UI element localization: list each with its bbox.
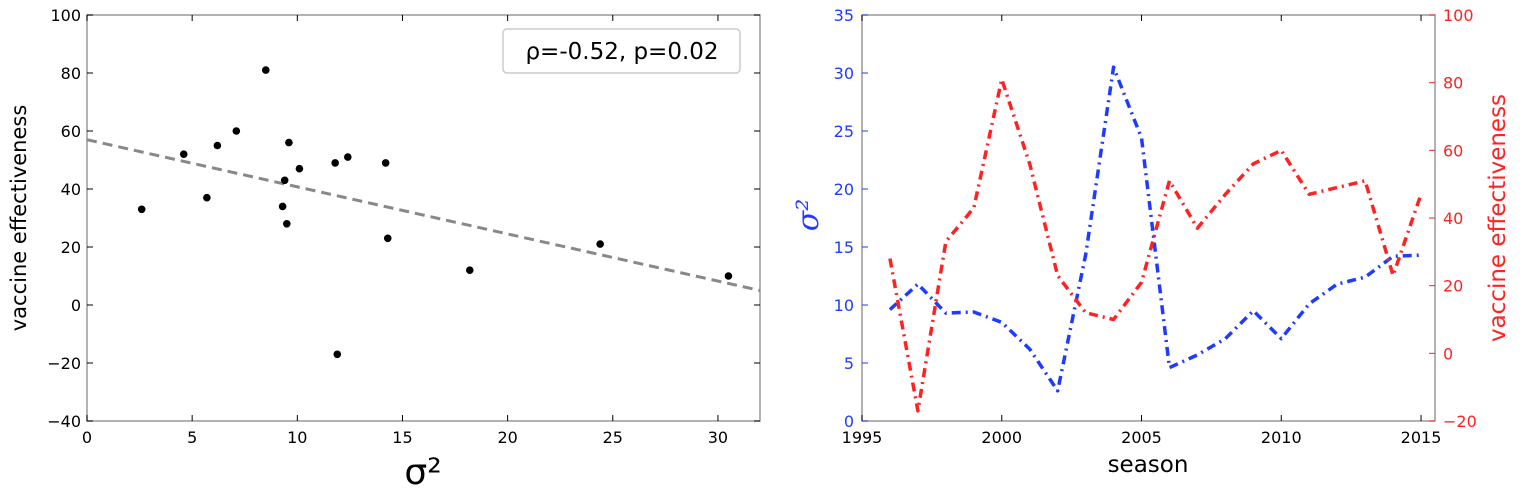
season-tick-label: 2010 [1261,428,1302,447]
right-y-tick-label: 60 [1443,141,1463,160]
scatter-point [285,138,293,147]
right-y-tick-label: 80 [1443,74,1463,93]
timeseries-right-y-axis-label: vaccine effectiveness [1485,94,1511,342]
x-tick-label: 10 [287,428,307,447]
left-y-tick-label: 30 [834,64,854,83]
scatter-point [280,176,289,185]
scatter-point [282,220,291,228]
scatter-point [278,202,287,211]
scatter-y-axis-label: vaccine effectiveness [7,105,31,332]
right-y-tick-label: 100 [1443,6,1474,25]
y-tick-label: 100 [50,6,81,25]
timeseries-right-y-ticks: −20 0 20 40 60 80 100 [1429,6,1477,431]
scatter-point [383,234,392,243]
x-tick-label: 20 [497,428,517,447]
y-tick-label: 60 [61,122,81,141]
scatter-point [232,127,241,135]
scatter-point [724,272,733,280]
left-y-tick-label: 0 [844,412,854,431]
season-tick-label: 2015 [1401,428,1442,447]
season-tick-label: 2005 [1121,428,1162,447]
left-y-tick-label: 15 [834,238,854,257]
y-tick-label: −20 [47,354,81,373]
sigma-squared-series-line [888,65,1422,393]
season-tick-label: 1995 [842,428,883,447]
scatter-plot-frame [86,14,761,422]
scatter-points-group [137,66,733,359]
scatter-point [261,66,270,74]
scatter-panel: 0 5 10 15 20 25 30 −40 −20 0 20 40 60 80 100 ρ=-0.52,… [7,6,761,493]
scatter-point [179,150,188,158]
vaccine-effectiveness-series-line [888,77,1423,413]
x-tick-label: 25 [603,428,623,447]
scatter-point [465,266,474,275]
timeseries-left-y-axis-label: σ² [791,199,826,232]
right-y-tick-label: −20 [1443,412,1477,431]
scatter-y-ticks: −40 −20 0 20 40 60 80 100 [47,6,760,431]
x-tick-label: 15 [392,428,412,447]
left-y-tick-label: 5 [844,354,854,373]
x-tick-label: 0 [82,428,92,447]
scatter-point [381,159,390,167]
x-tick-label: 30 [708,428,728,447]
scatter-point [343,153,352,161]
correlation-annotation: ρ=-0.52, p=0.02 [525,39,718,65]
left-y-tick-label: 10 [834,296,854,315]
right-y-tick-label: 20 [1443,277,1463,296]
y-tick-label: 20 [61,238,81,257]
annotation-box [502,28,741,74]
timeseries-panel: 1995 2000 2005 2010 2015 0 5 10 15 20 25 30 35 −20 0… [791,6,1511,478]
scatter-point [333,350,342,359]
y-tick-label: 80 [61,64,81,83]
scatter-point [295,164,304,173]
left-y-tick-label: 35 [834,6,854,25]
x-tick-label: 5 [187,428,197,447]
right-y-tick-label: 0 [1443,344,1453,363]
left-y-tick-label: 25 [834,122,854,141]
timeseries-plot-frame [861,14,1436,422]
scatter-point [331,159,339,167]
scatter-x-axis-label: σ² [404,452,441,493]
right-y-tick-label: 40 [1443,209,1463,228]
timeseries-lines-group [888,65,1423,413]
left-y-tick-label: 20 [834,180,854,199]
scatter-point [213,141,222,150]
timeseries-x-ticks: 1995 2000 2005 2010 2015 [842,15,1442,447]
scatter-point [203,193,211,202]
y-tick-label: −40 [47,412,81,431]
scatter-point [137,205,146,214]
y-tick-label: 0 [71,296,81,315]
trendline-group [86,138,761,292]
timeseries-left-y-ticks: 0 5 10 15 20 25 30 35 [834,6,868,431]
scatter-x-ticks: 0 5 10 15 20 25 30 [82,15,728,447]
scatter-point [596,240,604,248]
y-tick-label: 40 [61,180,81,199]
timeseries-x-axis-label: season [1108,452,1189,478]
season-tick-label: 2000 [981,428,1022,447]
trendline [86,138,761,292]
